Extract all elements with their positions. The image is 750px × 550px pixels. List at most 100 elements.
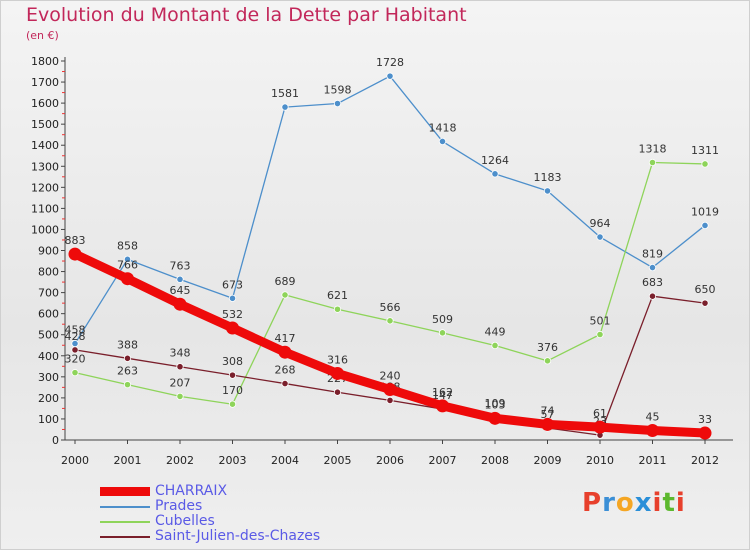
data-label-saint-julien-des-chazes: 57	[541, 408, 555, 421]
data-label-prades: 1728	[376, 56, 404, 69]
data-point-charraix	[121, 272, 134, 286]
data-point-charraix	[331, 366, 344, 380]
x-tick-label: 2003	[219, 454, 247, 467]
data-label-prades: 1264	[481, 154, 509, 167]
data-point-prades	[386, 72, 394, 80]
data-label-charraix: 162	[432, 386, 453, 399]
data-point-prades	[438, 137, 447, 146]
data-point-saint-julien-des-chazes	[123, 354, 132, 362]
line-chart: 0 100 200 300 400 500 600 700 800 900 1000 1100 1200…	[31, 55, 733, 467]
data-point-saint-julien-des-chazes	[176, 363, 184, 371]
y-tick-label: 1300	[31, 160, 59, 173]
data-label-cubelles: 509	[432, 313, 453, 326]
logo-letter: t	[662, 488, 676, 518]
data-label-charraix: 74	[541, 404, 555, 417]
data-label-prades: 1183	[534, 171, 562, 184]
legend-label: Cubelles	[155, 513, 215, 529]
y-tick-label: 100	[38, 413, 59, 426]
y-tick-label: 1100	[31, 202, 59, 215]
y-tick-label: 1700	[31, 76, 59, 89]
legend-label: CHARRAIX	[155, 483, 228, 499]
x-tick-label: 2007	[429, 454, 457, 467]
data-label-saint-julien-des-chazes: 147	[432, 389, 453, 402]
data-label-saint-julien-des-chazes: 428	[65, 330, 86, 343]
y-tick-label: 500	[38, 329, 59, 342]
data-label-saint-julien-des-chazes: 683	[642, 276, 663, 289]
y-tick-label: 1200	[31, 181, 59, 194]
data-label-charraix: 61	[593, 407, 607, 420]
y-tick-label: 200	[38, 392, 59, 405]
data-point-cubelles	[596, 330, 604, 339]
data-label-charraix: 45	[646, 411, 660, 424]
data-label-saint-julien-des-chazes: 348	[170, 347, 191, 360]
x-tick-label: 2004	[271, 454, 299, 467]
series-line-saint-julien-des-chazes	[74, 295, 706, 436]
legend-swatch	[100, 506, 150, 508]
data-label-prades: 964	[590, 217, 611, 230]
data-point-cubelles	[333, 305, 342, 313]
x-tick-label: 2009	[534, 454, 562, 467]
data-point-cubelles	[648, 158, 657, 167]
data-point-charraix	[173, 297, 187, 311]
data-point-saint-julien-des-chazes	[71, 346, 79, 354]
chart-title: Evolution du Montant de la Dette par Hab…	[26, 4, 467, 26]
legend-swatch	[100, 521, 150, 523]
data-label-saint-julien-des-chazes: 650	[695, 283, 716, 296]
data-point-charraix	[278, 345, 292, 359]
logo-letter: P	[582, 488, 603, 518]
data-label-charraix: 103	[485, 398, 506, 411]
chart-subtitle: (en €)	[26, 29, 59, 42]
data-point-charraix	[646, 424, 659, 438]
data-point-prades	[596, 233, 604, 241]
data-label-prades: 1598	[324, 84, 352, 97]
data-label-prades: 763	[170, 259, 191, 272]
data-point-saint-julien-des-chazes	[386, 396, 394, 405]
data-point-prades	[491, 170, 499, 178]
x-tick-label: 2002	[166, 454, 194, 467]
y-tick-label: 600	[38, 308, 59, 321]
data-label-prades: 1019	[691, 205, 719, 218]
logo-letter: o	[615, 488, 635, 518]
data-point-saint-julien-des-chazes	[333, 388, 342, 396]
x-tick-label: 2012	[691, 454, 719, 467]
y-tick-label: 0	[52, 434, 59, 447]
data-label-charraix: 766	[117, 259, 138, 272]
data-label-cubelles: 449	[485, 325, 506, 338]
data-point-prades	[701, 221, 709, 230]
data-label-cubelles: 207	[170, 376, 191, 389]
data-label-cubelles: 170	[222, 384, 243, 397]
data-label-prades: 858	[117, 239, 138, 252]
y-tick-label: 800	[38, 266, 59, 279]
data-point-cubelles	[491, 341, 499, 350]
data-point-cubelles	[228, 400, 237, 408]
data-point-charraix	[541, 417, 554, 431]
y-tick-label: 1600	[31, 97, 59, 110]
data-point-cubelles	[123, 381, 132, 389]
logo-letter: x	[634, 488, 653, 518]
data-point-prades	[281, 103, 289, 111]
data-label-cubelles: 1311	[691, 144, 719, 157]
data-point-saint-julien-des-chazes	[701, 299, 709, 307]
data-point-prades	[648, 263, 657, 272]
legend-label: Saint-Julien-des-Chazes	[155, 528, 321, 544]
data-label-charraix: 316	[327, 353, 348, 366]
data-label-cubelles: 501	[590, 315, 611, 328]
data-point-cubelles	[386, 317, 394, 325]
data-label-prades: 673	[222, 278, 243, 291]
data-label-prades: 819	[642, 248, 663, 261]
data-label-cubelles: 1318	[639, 142, 667, 155]
x-tick-label: 2011	[639, 454, 667, 467]
data-label-cubelles: 376	[537, 341, 558, 354]
y-tick-label: 300	[38, 371, 59, 384]
data-point-prades	[176, 275, 184, 283]
x-tick-label: 2005	[324, 454, 352, 467]
data-point-cubelles	[438, 329, 447, 337]
data-point-cubelles	[543, 357, 552, 365]
data-label-cubelles: 689	[275, 275, 296, 288]
x-tick-label: 2001	[114, 454, 142, 467]
y-tick-label: 1000	[31, 223, 59, 236]
data-point-charraix	[383, 382, 397, 396]
data-label-saint-julien-des-chazes: 109	[485, 397, 506, 410]
data-label-charraix: 883	[65, 234, 86, 247]
legend-swatch	[100, 536, 150, 538]
